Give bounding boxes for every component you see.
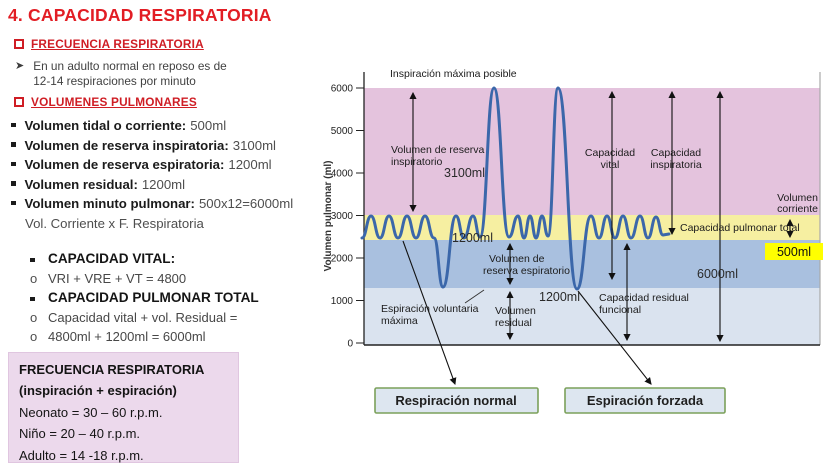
- y-axis-title: Volumen pulmonar (ml): [323, 161, 334, 272]
- spirogram-chart: 6000 5000 4000 3000 2000 1000 0 Volumen …: [323, 68, 823, 414]
- y-tick-label: 1000: [331, 296, 354, 307]
- capacidad-total-result-row: o 4800ml + 1200ml = 6000ml: [30, 327, 259, 347]
- volume-item: Volumen de reserva espiratoria: 1200ml: [10, 155, 320, 175]
- label-volumen-residual-line1: Volumen: [495, 305, 536, 317]
- bullet-icon: [11, 161, 16, 167]
- section-heading-frecuencia: FRECUENCIA RESPIRATORIA: [14, 37, 204, 51]
- frecuencia-note-text: En un adulto normal en reposo es de 12-1…: [33, 59, 227, 88]
- o-bullet: o: [30, 270, 38, 286]
- label-vre-line2: reserva espiratorio: [483, 265, 570, 277]
- frecuencia-info-box: FRECUENCIA RESPIRATORIA (inspiración + e…: [8, 352, 239, 463]
- label-vri-line1: Volumen de reserva: [391, 144, 485, 156]
- frecuencia-note: ➤ En un adulto normal en reposo es de 12…: [15, 59, 227, 88]
- y-tick-label: 0: [347, 339, 353, 350]
- capacidad-total-heading-row: CAPACIDAD PULMONAR TOTAL: [30, 288, 259, 308]
- o-bullet: o: [30, 309, 38, 325]
- label-capacidad-inspiratoria-line2: inspiratoria: [650, 159, 702, 171]
- capacidad-total-formula-row: o Capacidad vital + vol. Residual =: [30, 308, 259, 328]
- bullet-icon: [30, 288, 48, 308]
- volume-list: Volumen tidal o corriente: 500ml Volumen…: [10, 116, 320, 234]
- value-vri-3100ml: 3100ml: [444, 166, 485, 180]
- freq-box-row-nino: Niño = 20 – 40 r.p.m.: [19, 426, 141, 442]
- value-vr-1200ml: 1200ml: [539, 290, 580, 304]
- legend-label-respiracion-normal: Respiración normal: [395, 393, 516, 408]
- label-volumen-corriente-line1: Volumen: [777, 192, 818, 204]
- spirogram-trace: [360, 86, 671, 291]
- capacidades-block: CAPACIDAD VITAL: o VRI + VRE + VT = 4800…: [30, 249, 259, 347]
- label-inspiracion-maxima: Inspiración máxima posible: [390, 68, 517, 80]
- highlight-500ml-box: [765, 243, 823, 260]
- volume-item: Volumen residual: 1200ml: [10, 175, 320, 195]
- freq-box-row-neonato: Neonato = 30 – 60 r.p.m.: [19, 404, 163, 420]
- y-tick-label: 5000: [331, 126, 354, 137]
- volume-item: Volumen minuto pulmonar: 500x12=6000ml: [10, 194, 320, 214]
- label-volumen-residual-line2: residual: [495, 317, 532, 329]
- volume-formula-note: Vol. Corriente x F. Respiratoria: [25, 215, 204, 231]
- label-capacidad-pulmonar-total: Capacidad pulmonar total: [680, 222, 800, 234]
- bullet-icon: [30, 249, 48, 269]
- legend-label-espiracion-forzada: Espiración forzada: [587, 393, 704, 408]
- o-bullet: o: [30, 329, 38, 345]
- y-axis-tick-labels: 6000 5000 4000 3000 2000 1000 0: [331, 84, 354, 350]
- band-reserva-inspiratoria: [364, 88, 820, 215]
- label-espiracion-voluntaria-line2: máxima: [381, 315, 418, 327]
- value-cpt-6000ml: 6000ml: [697, 267, 738, 281]
- bullet-icon: [11, 122, 16, 128]
- value-vre-1200ml: 1200ml: [452, 231, 493, 245]
- label-capacidad-vital-line1: Capacidad: [585, 147, 635, 159]
- page-title: 4. CAPACIDAD RESPIRATORIA: [8, 5, 272, 25]
- volume-item: Volumen tidal o corriente: 500ml: [10, 116, 320, 136]
- callout-espiracion-forzada: [577, 290, 652, 385]
- freq-box-row-adulto: Adulto = 14 -18 r.p.m.: [19, 447, 144, 463]
- square-bullet-icon: [14, 97, 24, 107]
- band-volumen-residual: [364, 288, 820, 345]
- callout-espiracion-voluntaria: [464, 289, 485, 304]
- label-capacidad-inspiratoria-line1: Capacidad: [651, 147, 701, 159]
- legend-box-espiracion-forzada: [564, 387, 726, 414]
- bullet-icon: [11, 142, 16, 147]
- label-vri-line2: inspiratorio: [391, 156, 443, 168]
- arrow-bullet-icon: ➤: [15, 60, 25, 72]
- capacidad-vital-formula-row: o VRI + VRE + VT = 4800: [30, 269, 259, 289]
- bullet-icon: [11, 200, 16, 206]
- value-vc-500ml: 500ml: [777, 245, 811, 259]
- section-heading-label: VOLUMENES PULMONARES: [31, 95, 197, 109]
- y-tick-label: 4000: [331, 169, 354, 180]
- legend-box-respiracion-normal: [374, 387, 539, 414]
- label-capacidad-residual-line2: funcional: [599, 304, 641, 316]
- y-axis-ticks: [356, 87, 364, 344]
- label-capacidad-residual-line1: Capacidad residual: [599, 292, 689, 304]
- label-espiracion-voluntaria-line1: Espiración voluntaria: [381, 303, 479, 315]
- label-volumen-corriente-line2: corriente: [777, 203, 818, 215]
- section-heading-volumenes: VOLUMENES PULMONARES: [14, 95, 197, 109]
- y-tick-label: 3000: [331, 211, 354, 222]
- y-tick-label: 2000: [331, 254, 354, 265]
- callout-respiracion-normal: [402, 240, 457, 386]
- y-tick-label: 6000: [331, 84, 354, 95]
- capacidad-vital-heading-row: CAPACIDAD VITAL:: [30, 249, 259, 269]
- section-heading-label: FRECUENCIA RESPIRATORIA: [31, 37, 204, 51]
- freq-box-title: FRECUENCIA RESPIRATORIA: [19, 362, 205, 377]
- freq-box-subtitle: (inspiración + espiración): [19, 383, 177, 399]
- square-bullet-icon: [14, 39, 24, 49]
- band-reserva-espiratoria: [364, 240, 820, 288]
- bullet-icon: [11, 181, 16, 186]
- label-capacidad-vital-line2: vital: [601, 159, 620, 171]
- label-vre-line1: Volumen de: [489, 253, 545, 265]
- volume-item: Volumen de reserva inspiratoria: 3100ml: [10, 136, 320, 156]
